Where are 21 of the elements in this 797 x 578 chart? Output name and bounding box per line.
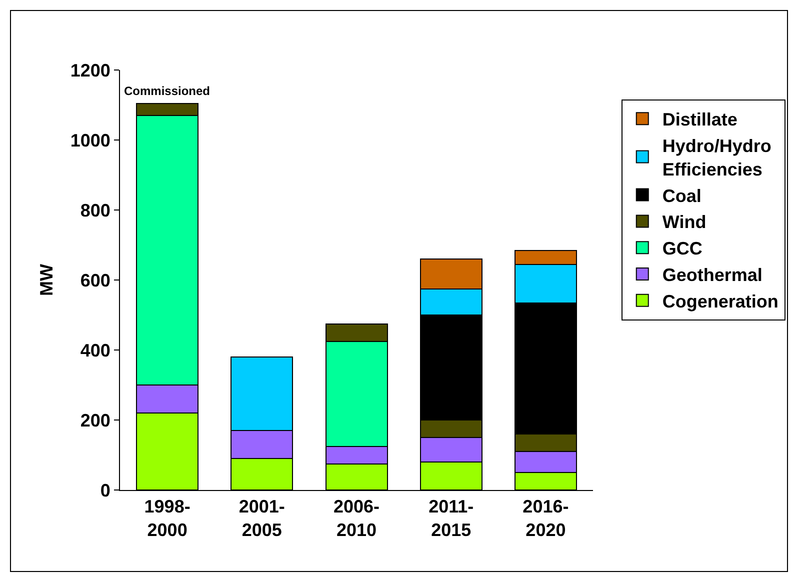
legend-label: Hydro/Hydro Efficiencies: [662, 136, 772, 180]
x-tick-label: 1998- 2000: [144, 496, 190, 540]
y-tick-label: 600: [80, 270, 110, 290]
annotation: Commissioned: [124, 84, 210, 98]
y-tick-label: 1200: [70, 60, 110, 80]
legend-label: Coal: [662, 186, 702, 206]
legend-label: Cogeneration: [662, 291, 778, 312]
y-axis-title: MW: [36, 264, 57, 296]
y-tick-label: 400: [80, 340, 110, 360]
y-tick-label: 200: [80, 410, 110, 430]
x-tick-label: 2016- 2020: [522, 496, 569, 540]
legend-label: Distillate: [662, 110, 738, 130]
x-tick-label: 2001- 2005: [238, 496, 285, 540]
y-tick-label: 800: [80, 200, 110, 220]
y-tick-label: 1000: [70, 130, 110, 150]
legend-label: Wind: [662, 212, 706, 232]
legend-label: GCC: [662, 238, 702, 259]
x-tick-label: 2006- 2010: [333, 496, 380, 540]
y-tick-label: 0: [100, 480, 110, 500]
legend-label: Geothermal: [662, 265, 762, 286]
x-tick-label: 2011- 2015: [428, 496, 474, 540]
